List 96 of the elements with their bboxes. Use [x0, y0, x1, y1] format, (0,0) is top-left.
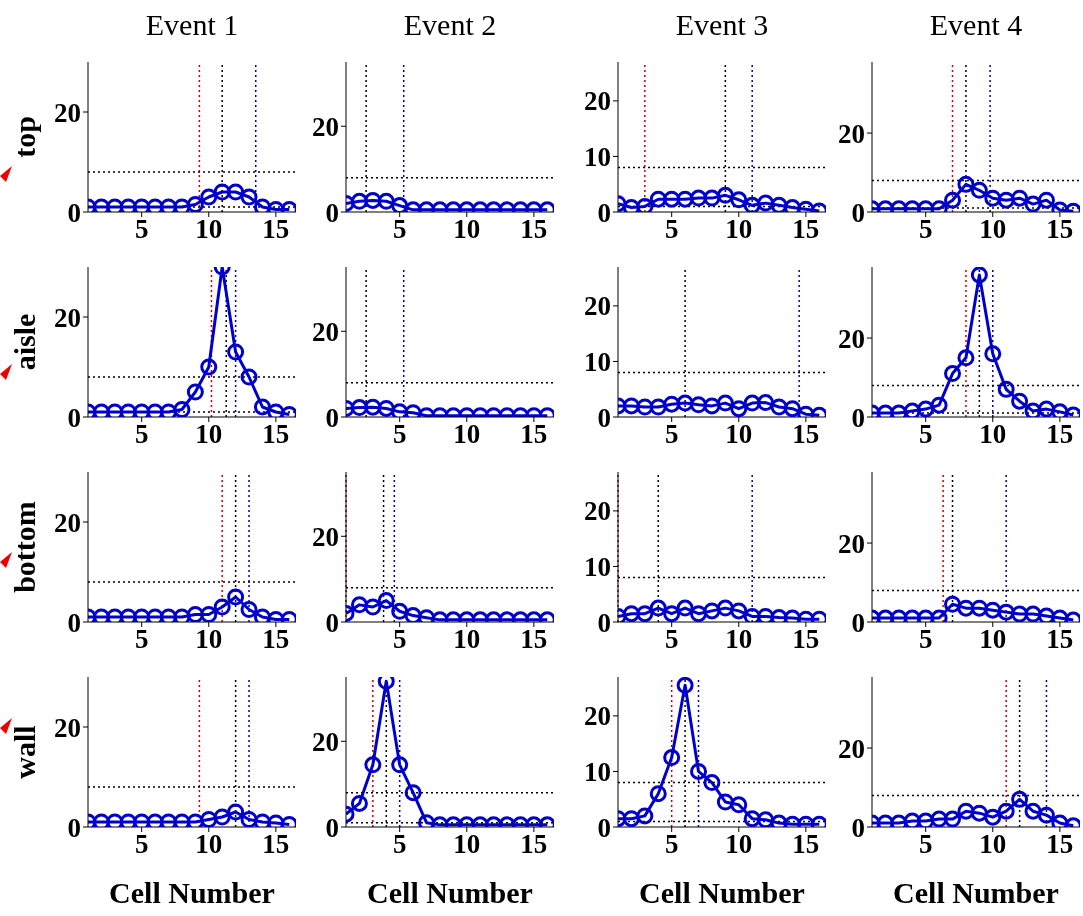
y-tick-label: 0 — [67, 812, 81, 843]
y-tick-label: 0 — [597, 607, 611, 638]
y-tick-label: 20 — [584, 86, 611, 117]
x-tick-label: 5 — [134, 214, 149, 245]
x-tick-label: 5 — [918, 419, 933, 450]
x-tick-label: 5 — [664, 214, 679, 245]
x-tick-label: 15 — [520, 624, 548, 655]
y-tick-label: 20 — [838, 323, 865, 354]
x-tick-label: 15 — [262, 624, 290, 655]
y-axis-title: top — [7, 116, 41, 158]
x-tick-label: 10 — [195, 829, 223, 860]
y-tick-label: 20 — [312, 521, 339, 552]
chart-title: Event 2 — [402, 7, 498, 43]
x-tick-label: 10 — [725, 419, 753, 450]
x-tick-label: 5 — [134, 419, 149, 450]
x-tick-label: 10 — [195, 214, 223, 245]
x-tick-label: 5 — [392, 624, 407, 655]
x-tick-label: 15 — [792, 214, 820, 245]
x-tick-label: 5 — [664, 624, 679, 655]
x-tick-label: 5 — [918, 829, 933, 860]
x-tick-label: 15 — [1046, 624, 1074, 655]
y-tick-label: 20 — [312, 111, 339, 142]
y-axis-title: aisle — [7, 313, 41, 371]
x-tick-label: 5 — [134, 624, 149, 655]
x-tick-label: 10 — [725, 624, 753, 655]
y-tick-label: 10 — [584, 552, 611, 583]
y-tick-label: 20 — [838, 528, 865, 559]
x-tick-label: 5 — [664, 419, 679, 450]
x-tick-label: 10 — [453, 214, 481, 245]
x-tick-label: 15 — [1046, 829, 1074, 860]
chart-title: Event 1 — [144, 7, 240, 43]
x-tick-label: 15 — [1046, 214, 1074, 245]
x-tick-label: 10 — [725, 829, 753, 860]
y-tick-label: 0 — [851, 402, 865, 433]
y-tick-label: 0 — [851, 607, 865, 638]
x-tick-label: 5 — [134, 829, 149, 860]
x-tick-label: 10 — [979, 214, 1007, 245]
y-tick-label: 0 — [851, 812, 865, 843]
y-tick-label: 20 — [54, 97, 81, 128]
y-tick-label: 20 — [584, 291, 611, 322]
y-tick-label: 20 — [54, 507, 81, 538]
y-tick-label: 10 — [584, 142, 611, 173]
y-tick-label: 0 — [597, 197, 611, 228]
y-tick-label: 0 — [597, 812, 611, 843]
x-tick-label: 15 — [1046, 419, 1074, 450]
x-tick-label: 5 — [664, 829, 679, 860]
chart-title: Event 3 — [674, 7, 770, 43]
x-tick-label: 5 — [392, 419, 407, 450]
x-tick-label: 15 — [792, 419, 820, 450]
x-tick-label: 15 — [262, 829, 290, 860]
x-tick-label: 15 — [792, 624, 820, 655]
y-tick-label: 20 — [584, 701, 611, 732]
y-tick-label: 10 — [584, 347, 611, 378]
y-axis-title: bottom — [7, 501, 41, 593]
y-tick-label: 20 — [584, 496, 611, 527]
x-axis-title: Cell Number — [893, 876, 1059, 909]
x-tick-label: 15 — [262, 419, 290, 450]
chart-title: Event 4 — [928, 7, 1024, 43]
y-tick-label: 20 — [54, 712, 81, 743]
y-tick-label: 10 — [584, 757, 611, 788]
y-tick-label: 0 — [325, 812, 339, 843]
x-tick-label: 15 — [792, 829, 820, 860]
x-tick-label: 15 — [520, 829, 548, 860]
x-tick-label: 10 — [725, 214, 753, 245]
x-axis-title: Cell Number — [367, 876, 533, 909]
x-axis-title: Cell Number — [639, 876, 805, 909]
x-tick-label: 10 — [453, 419, 481, 450]
x-tick-label: 5 — [392, 829, 407, 860]
x-tick-label: 10 — [453, 624, 481, 655]
y-tick-label: 20 — [54, 302, 81, 333]
y-tick-label: 0 — [851, 197, 865, 228]
x-tick-label: 5 — [918, 214, 933, 245]
y-tick-label: 20 — [312, 316, 339, 347]
y-axis-title: wall — [7, 725, 41, 779]
y-tick-label: 0 — [325, 402, 339, 433]
y-tick-label: 0 — [67, 402, 81, 433]
x-tick-label: 10 — [979, 624, 1007, 655]
y-tick-label: 20 — [312, 726, 339, 757]
x-tick-label: 15 — [520, 214, 548, 245]
x-tick-label: 10 — [979, 829, 1007, 860]
y-tick-label: 20 — [838, 118, 865, 149]
x-tick-label: 5 — [918, 624, 933, 655]
y-tick-label: 20 — [838, 733, 865, 764]
x-tick-label: 10 — [979, 419, 1007, 450]
y-tick-label: 0 — [325, 197, 339, 228]
x-tick-label: 10 — [195, 419, 223, 450]
y-tick-label: 0 — [597, 402, 611, 433]
y-tick-label: 0 — [325, 607, 339, 638]
x-tick-label: 10 — [453, 829, 481, 860]
x-axis-title: Cell Number — [109, 876, 275, 909]
y-tick-label: 0 — [67, 607, 81, 638]
x-tick-label: 10 — [195, 624, 223, 655]
x-tick-label: 15 — [262, 214, 290, 245]
x-tick-label: 15 — [520, 419, 548, 450]
x-tick-label: 5 — [392, 214, 407, 245]
y-tick-label: 0 — [67, 197, 81, 228]
